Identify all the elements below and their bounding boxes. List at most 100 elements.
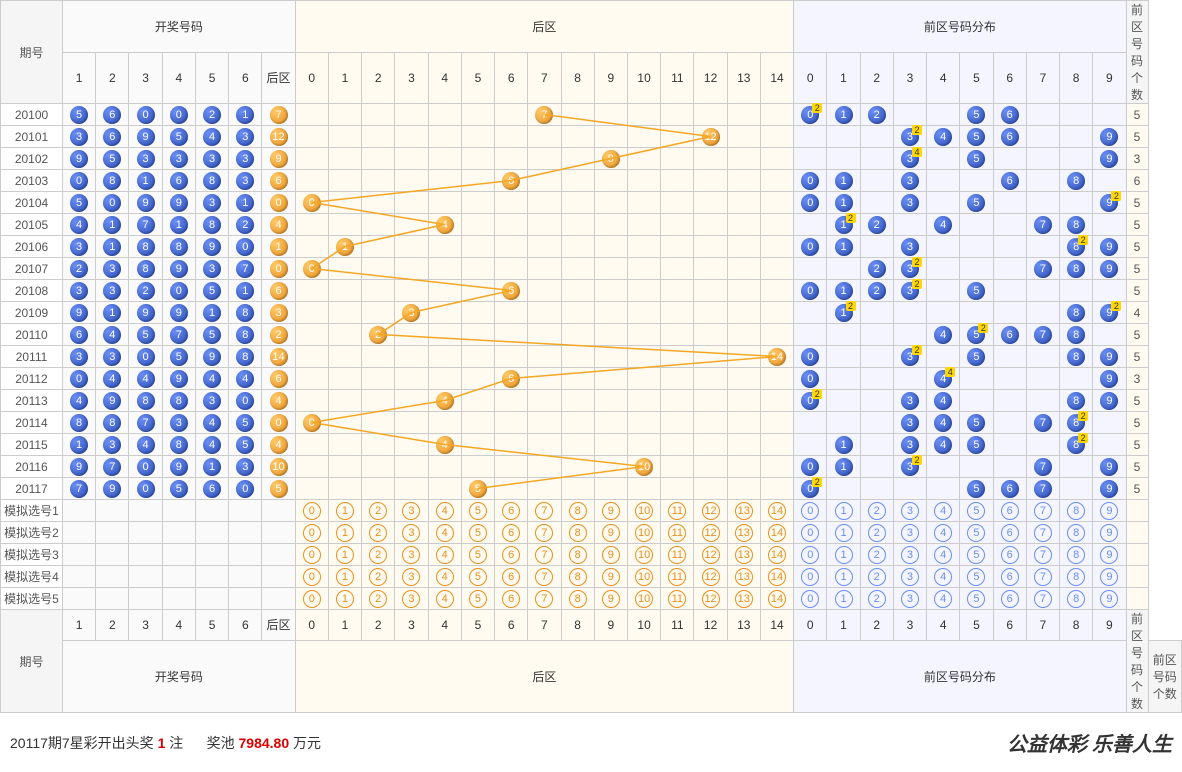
sim-hou-option[interactable]: 4 <box>428 500 461 522</box>
sim-qian-ball[interactable]: 3 <box>901 502 919 520</box>
sim-hou-ball[interactable]: 7 <box>535 524 553 542</box>
sim-hou-option[interactable]: 2 <box>362 566 395 588</box>
sim-hou-option[interactable]: 3 <box>395 588 428 610</box>
sim-hou-ball[interactable]: 12 <box>702 546 720 564</box>
sim-qian-ball[interactable]: 6 <box>1001 546 1019 564</box>
sim-qian-option[interactable]: 6 <box>993 566 1026 588</box>
sim-hou-ball[interactable]: 13 <box>735 546 753 564</box>
sim-qian-ball[interactable]: 6 <box>1001 568 1019 586</box>
sim-hou-ball[interactable]: 4 <box>436 590 454 608</box>
sim-hou-ball[interactable]: 11 <box>668 546 686 564</box>
sim-qian-option[interactable]: 4 <box>927 522 960 544</box>
sim-qian-option[interactable]: 7 <box>1026 544 1059 566</box>
sim-qian-option[interactable]: 4 <box>927 566 960 588</box>
sim-hou-ball[interactable]: 14 <box>768 590 786 608</box>
sim-hou-option[interactable]: 9 <box>594 522 627 544</box>
sim-hou-ball[interactable]: 6 <box>502 524 520 542</box>
sim-qian-ball[interactable]: 5 <box>967 590 985 608</box>
sim-hou-ball[interactable]: 14 <box>768 568 786 586</box>
sim-hou-option[interactable]: 7 <box>528 566 561 588</box>
sim-hou-ball[interactable]: 12 <box>702 568 720 586</box>
sim-hou-option[interactable]: 12 <box>694 588 727 610</box>
sim-hou-option[interactable]: 1 <box>328 544 361 566</box>
sim-hou-option[interactable]: 7 <box>528 522 561 544</box>
sim-hou-ball[interactable]: 2 <box>369 502 387 520</box>
sim-hou-option[interactable]: 6 <box>495 588 528 610</box>
sim-hou-option[interactable]: 11 <box>661 566 694 588</box>
sim-qian-ball[interactable]: 4 <box>934 590 952 608</box>
sim-hou-ball[interactable]: 11 <box>668 502 686 520</box>
sim-qian-option[interactable]: 2 <box>860 500 893 522</box>
sim-qian-ball[interactable]: 2 <box>868 590 886 608</box>
sim-qian-option[interactable]: 0 <box>794 566 827 588</box>
sim-hou-option[interactable]: 5 <box>461 544 494 566</box>
sim-hou-ball[interactable]: 2 <box>369 546 387 564</box>
sim-hou-ball[interactable]: 8 <box>569 502 587 520</box>
sim-hou-option[interactable]: 14 <box>760 544 793 566</box>
sim-qian-option[interactable]: 1 <box>827 500 860 522</box>
sim-hou-option[interactable]: 13 <box>727 544 760 566</box>
sim-hou-option[interactable]: 7 <box>528 500 561 522</box>
sim-qian-ball[interactable]: 3 <box>901 546 919 564</box>
sim-qian-ball[interactable]: 8 <box>1067 568 1085 586</box>
sim-hou-option[interactable]: 8 <box>561 588 594 610</box>
sim-hou-option[interactable]: 1 <box>328 588 361 610</box>
sim-qian-ball[interactable]: 9 <box>1100 524 1118 542</box>
sim-qian-option[interactable]: 9 <box>1093 566 1126 588</box>
sim-qian-option[interactable]: 8 <box>1060 500 1093 522</box>
sim-hou-ball[interactable]: 10 <box>635 502 653 520</box>
sim-hou-option[interactable]: 10 <box>627 566 660 588</box>
sim-hou-ball[interactable]: 8 <box>569 568 587 586</box>
sim-hou-option[interactable]: 0 <box>295 522 328 544</box>
sim-hou-ball[interactable]: 4 <box>436 524 454 542</box>
sim-hou-ball[interactable]: 8 <box>569 524 587 542</box>
sim-qian-option[interactable]: 2 <box>860 566 893 588</box>
sim-hou-option[interactable]: 8 <box>561 544 594 566</box>
sim-hou-ball[interactable]: 2 <box>369 568 387 586</box>
sim-hou-ball[interactable]: 9 <box>602 502 620 520</box>
sim-hou-option[interactable]: 13 <box>727 500 760 522</box>
sim-hou-ball[interactable]: 7 <box>535 502 553 520</box>
sim-hou-ball[interactable]: 9 <box>602 590 620 608</box>
sim-qian-option[interactable]: 2 <box>860 588 893 610</box>
sim-qian-ball[interactable]: 0 <box>801 524 819 542</box>
sim-hou-ball[interactable]: 5 <box>469 568 487 586</box>
sim-qian-ball[interactable]: 7 <box>1034 502 1052 520</box>
sim-hou-option[interactable]: 2 <box>362 588 395 610</box>
sim-hou-option[interactable]: 12 <box>694 522 727 544</box>
sim-qian-ball[interactable]: 0 <box>801 568 819 586</box>
sim-qian-ball[interactable]: 6 <box>1001 524 1019 542</box>
sim-hou-option[interactable]: 1 <box>328 500 361 522</box>
sim-qian-option[interactable]: 5 <box>960 522 993 544</box>
sim-qian-option[interactable]: 7 <box>1026 588 1059 610</box>
sim-qian-option[interactable]: 9 <box>1093 522 1126 544</box>
sim-hou-option[interactable]: 8 <box>561 566 594 588</box>
sim-qian-option[interactable]: 6 <box>993 544 1026 566</box>
sim-hou-option[interactable]: 14 <box>760 566 793 588</box>
sim-hou-ball[interactable]: 3 <box>402 590 420 608</box>
sim-hou-option[interactable]: 0 <box>295 500 328 522</box>
sim-qian-ball[interactable]: 6 <box>1001 502 1019 520</box>
sim-qian-ball[interactable]: 8 <box>1067 524 1085 542</box>
sim-hou-ball[interactable]: 7 <box>535 590 553 608</box>
sim-qian-option[interactable]: 9 <box>1093 588 1126 610</box>
sim-qian-option[interactable]: 9 <box>1093 500 1126 522</box>
sim-hou-ball[interactable]: 10 <box>635 524 653 542</box>
sim-hou-option[interactable]: 14 <box>760 500 793 522</box>
sim-qian-option[interactable]: 7 <box>1026 566 1059 588</box>
sim-qian-option[interactable]: 0 <box>794 500 827 522</box>
sim-qian-ball[interactable]: 8 <box>1067 546 1085 564</box>
sim-hou-ball[interactable]: 10 <box>635 568 653 586</box>
sim-hou-ball[interactable]: 5 <box>469 524 487 542</box>
sim-qian-ball[interactable]: 4 <box>934 568 952 586</box>
sim-qian-ball[interactable]: 2 <box>868 502 886 520</box>
sim-hou-option[interactable]: 11 <box>661 588 694 610</box>
sim-qian-option[interactable]: 7 <box>1026 522 1059 544</box>
sim-qian-option[interactable]: 0 <box>794 544 827 566</box>
sim-hou-ball[interactable]: 0 <box>303 568 321 586</box>
sim-hou-option[interactable]: 3 <box>395 544 428 566</box>
sim-qian-option[interactable]: 5 <box>960 566 993 588</box>
sim-qian-ball[interactable]: 1 <box>835 524 853 542</box>
sim-hou-option[interactable]: 13 <box>727 588 760 610</box>
sim-hou-ball[interactable]: 1 <box>336 524 354 542</box>
